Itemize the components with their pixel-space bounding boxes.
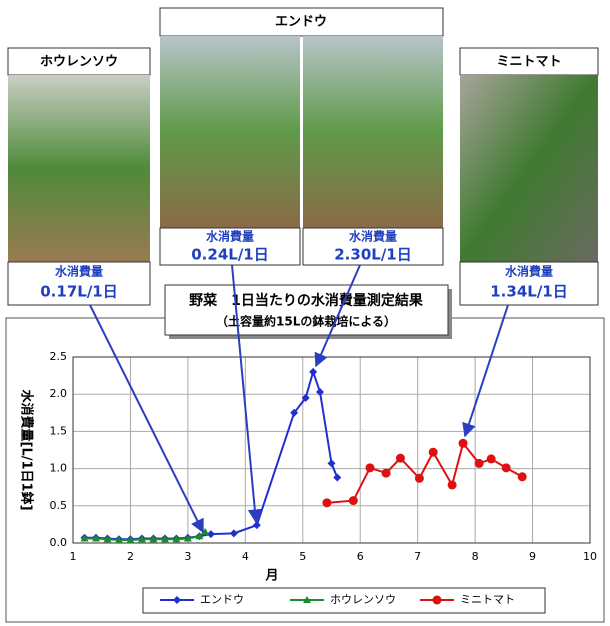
marker: [149, 535, 158, 543]
marker: [501, 463, 511, 473]
callout-value: 2.30L/1日: [334, 246, 411, 264]
panel-hourensou: ホウレンソウ 水消費量 0.17L/1日: [7, 47, 151, 306]
marker: [322, 498, 332, 508]
panel-endou: エンドウ 水消費量 0.24L/1日 水消費量 2.30L/1日: [159, 7, 444, 266]
photo: [160, 36, 300, 228]
callout-label: 水消費量: [55, 264, 103, 279]
x-tick-label: 1: [70, 550, 77, 563]
plot: 0.0 0.5 1.0 1.5 2.0 2.5 1 2 3 4 5 6 7 8 9 10: [50, 350, 598, 563]
marker: [428, 447, 438, 457]
x-tick-label: 2: [127, 550, 134, 563]
panel-title: ミニトマト: [496, 55, 561, 70]
marker: [447, 480, 457, 490]
chart-title: 野菜 1日当たりの水消費量測定結果: [189, 292, 424, 309]
photo: [303, 36, 443, 228]
series: [322, 438, 527, 508]
marker: [395, 453, 405, 463]
panel-title-box: [459, 47, 599, 76]
x-tick-label: 5: [299, 550, 306, 563]
legend-label: エンドウ: [200, 593, 244, 606]
panel-title-box: [159, 7, 444, 37]
callout-box: [7, 261, 151, 306]
panel-minitomato: ミニトマト 水消費量 1.34L/1日: [459, 47, 599, 306]
series: [80, 527, 210, 544]
x-tick-label: 9: [529, 550, 536, 563]
chart-subtitle: （土容量約15Lの鉢栽培による）: [216, 314, 396, 329]
marker: [114, 536, 123, 544]
legend-box: [142, 587, 546, 614]
marker: [414, 473, 424, 483]
marker: [195, 532, 204, 540]
marker: [229, 529, 238, 538]
y-tick-label: 2.0: [50, 387, 68, 400]
legend: エンドウ ホウレンソウ ミニトマト: [160, 593, 515, 606]
x-axis-title: 月: [264, 569, 278, 584]
callout-box: [159, 227, 301, 266]
legend-label: ミニトマト: [460, 593, 515, 606]
arrow: [314, 264, 361, 368]
y-tick-label: 1.0: [50, 462, 68, 475]
marker: [172, 535, 181, 543]
marker: [348, 496, 358, 506]
marker: [301, 393, 310, 402]
marker: [316, 387, 325, 396]
marker: [458, 438, 468, 448]
plot-frame: [72, 356, 591, 544]
arrows: [89, 264, 509, 534]
callout-box: [459, 261, 599, 306]
marker: [160, 535, 169, 543]
x-tick-label: 3: [184, 550, 191, 563]
panel-title-box: [7, 47, 151, 76]
x-tick-label: 8: [472, 550, 479, 563]
callout-label: 水消費量: [206, 229, 254, 244]
marker: [173, 596, 181, 604]
marker: [486, 454, 496, 464]
callout-box: [302, 227, 444, 266]
marker: [183, 534, 192, 542]
marker: [474, 458, 484, 468]
callout-value: 1.34L/1日: [490, 283, 567, 301]
photo: [8, 75, 150, 262]
marker: [290, 408, 299, 417]
marker: [137, 535, 146, 543]
y-tick-label: 1.5: [50, 424, 68, 437]
x-tick-label: 4: [242, 550, 249, 563]
callout-value: 0.24L/1日: [191, 246, 268, 264]
marker: [80, 534, 89, 542]
chart-frame: [5, 317, 605, 623]
x-tick-label: 10: [583, 550, 597, 563]
panel-title: ホウレンソウ: [40, 55, 118, 70]
arrow: [462, 304, 509, 438]
marker: [91, 534, 100, 542]
arrow: [231, 264, 262, 524]
marker: [365, 463, 375, 473]
callout-label: 水消費量: [349, 229, 397, 244]
panel-title: エンドウ: [275, 15, 327, 30]
x-tick-label: 6: [357, 550, 364, 563]
marker: [206, 530, 215, 539]
callout-label: 水消費量: [505, 264, 553, 279]
marker: [517, 472, 527, 482]
marker: [309, 367, 318, 376]
marker: [381, 468, 391, 478]
legend-label: ホウレンソウ: [330, 593, 396, 606]
marker: [103, 535, 112, 543]
marker: [333, 473, 342, 482]
y-tick-label: 0.5: [50, 499, 68, 512]
photo: [460, 75, 598, 262]
x-tick-label: 7: [414, 550, 421, 563]
y-axis-title: 水消費量[L/1日1鉢]: [19, 389, 35, 510]
marker: [327, 459, 336, 468]
marker: [303, 596, 311, 603]
arrow: [89, 304, 204, 534]
marker: [432, 595, 442, 605]
marker: [126, 536, 135, 544]
callout-value: 0.17L/1日: [40, 283, 117, 301]
y-tick-label: 2.5: [50, 350, 68, 363]
y-tick-label: 0.0: [50, 536, 68, 549]
title-box: [164, 284, 449, 336]
